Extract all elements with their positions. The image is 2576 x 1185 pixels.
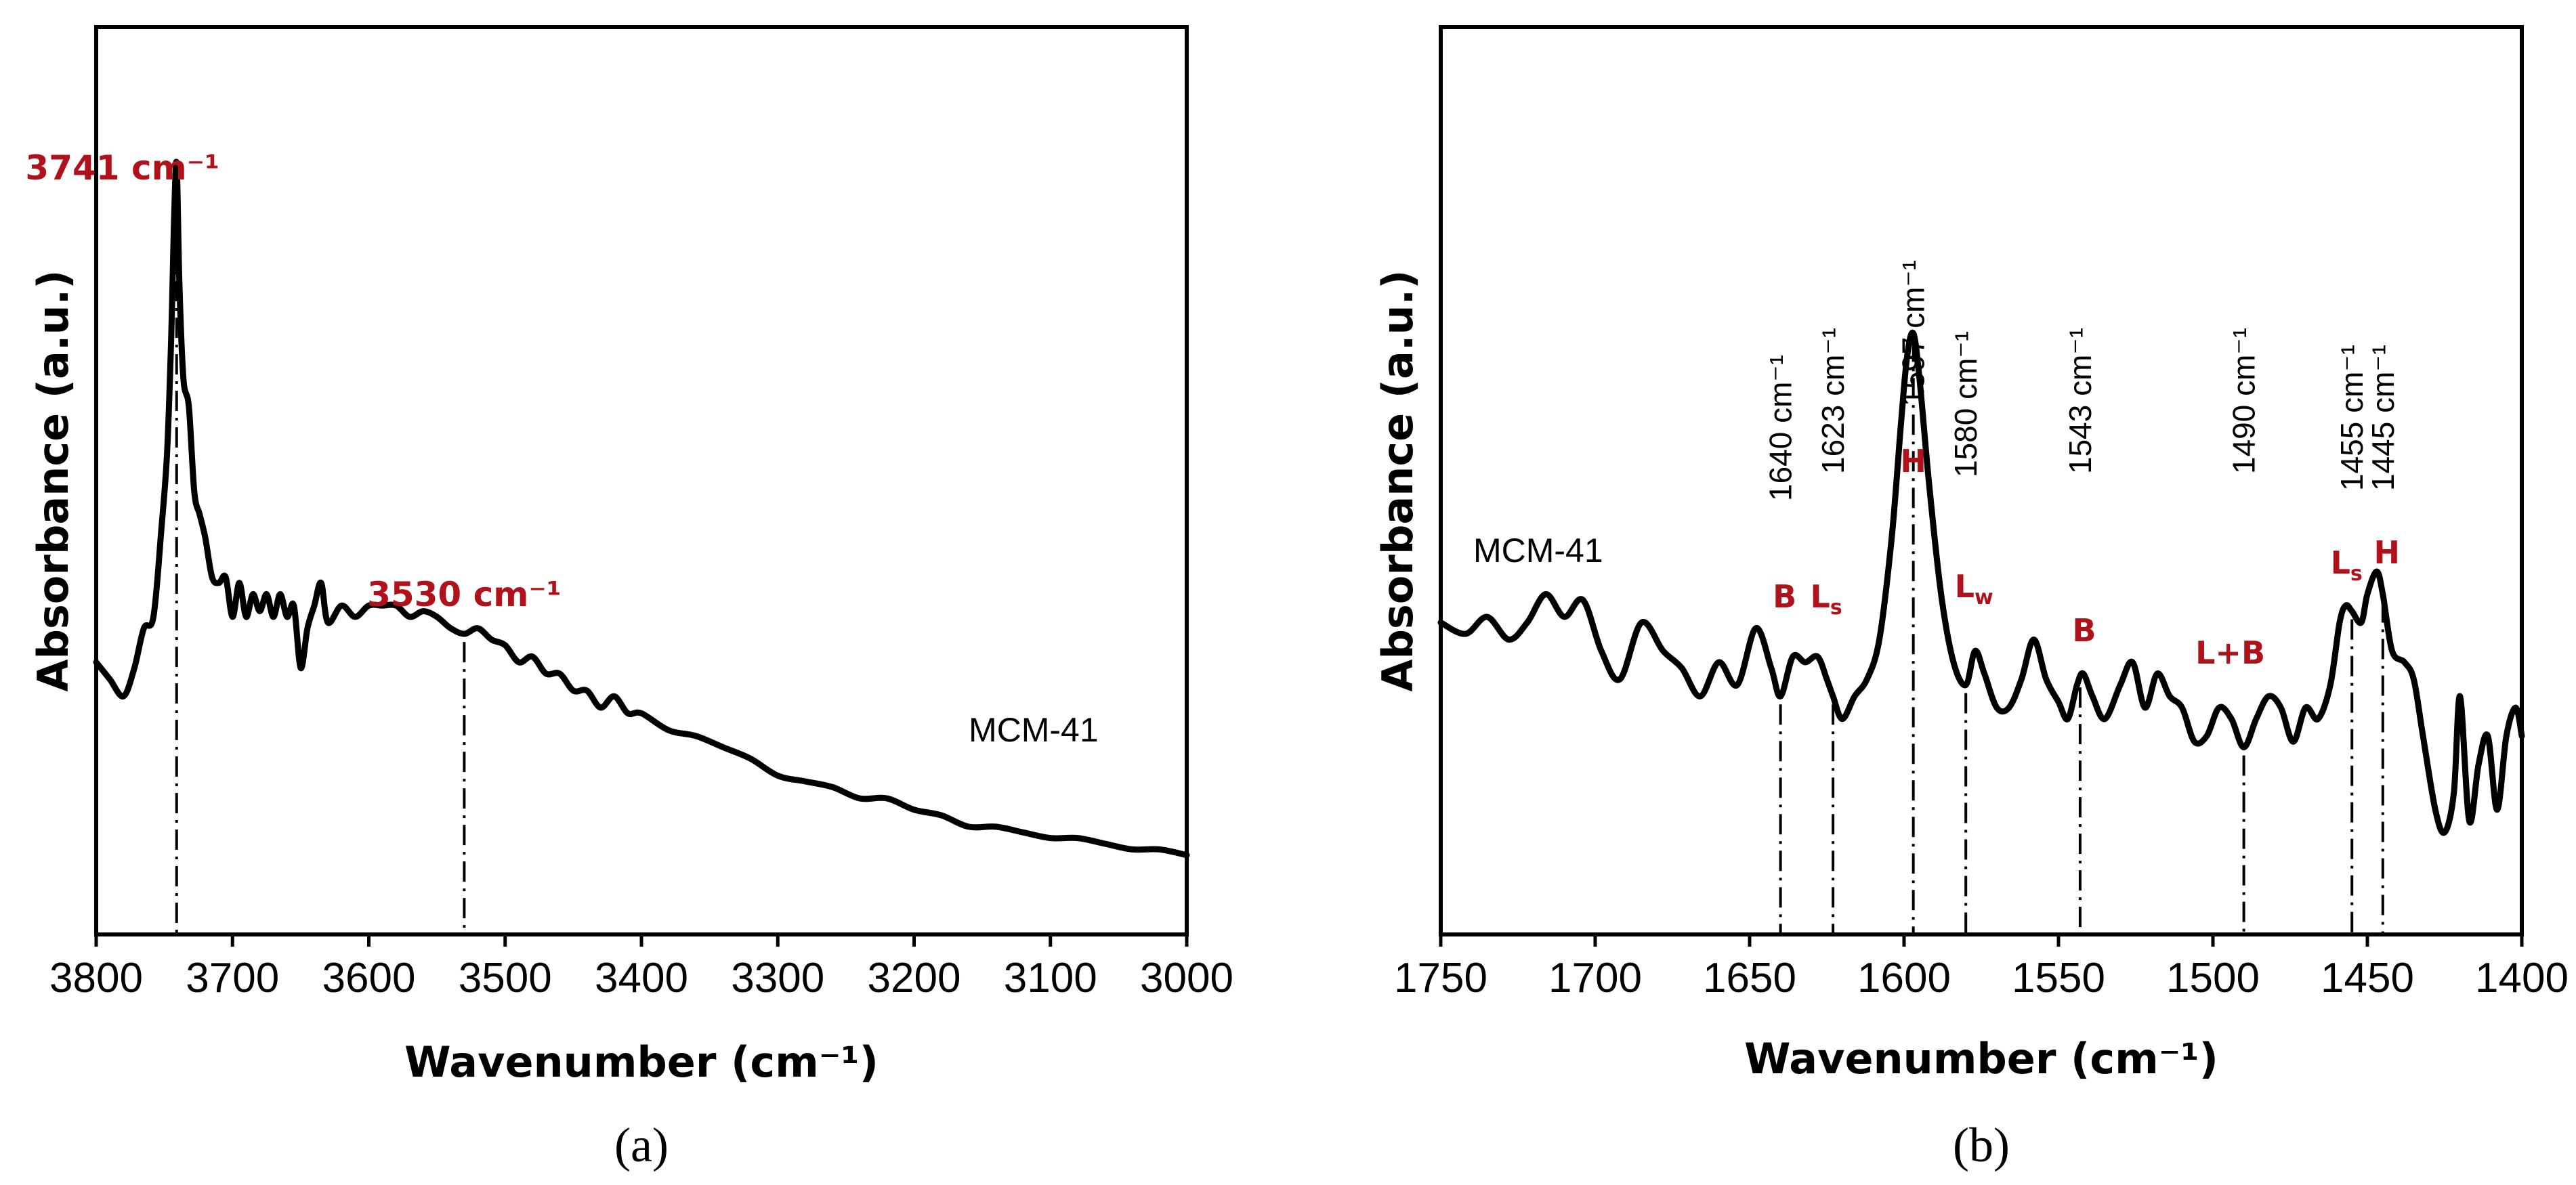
x-tick-label: 3100	[1004, 955, 1097, 1001]
peak-annotation-label: 3741 cm⁻¹	[25, 148, 219, 188]
x-tick-label: 1550	[2012, 955, 2105, 1001]
panel-a-peak-lines	[175, 171, 466, 934]
panel-a-x-ticks	[94, 934, 1189, 947]
panel-b-label: (b)	[1953, 1118, 2010, 1172]
x-tick-label: 1400	[2475, 955, 2569, 1001]
panel-a-series-label: MCM-41	[969, 711, 1099, 749]
panel-b-chart: 1750 1700 1650 1600 1550 1500 1450 1400 1640 cm…	[1373, 25, 2569, 1172]
panel-b-assignment-labels: B Ls H Lw B L+B Ls H	[1773, 443, 2400, 671]
panel-a-plot-frame	[94, 25, 1189, 936]
peak-wavenumber-label: 1597 cm⁻¹	[1896, 260, 1931, 406]
site-assignment-label: B	[2072, 612, 2096, 649]
x-tick-label: 3000	[1140, 955, 1233, 1001]
x-tick-label: 3200	[868, 955, 961, 1001]
site-assignment-label: L+B	[2195, 634, 2265, 671]
site-assignment-label: B	[1773, 578, 1796, 615]
panel-b-peak-lines	[1779, 341, 2384, 934]
panel-b-x-tick-labels: 1750 1700 1650 1600 1550 1500 1450 1400	[1394, 955, 2569, 1001]
panel-a-label: (a)	[614, 1118, 669, 1172]
x-tick-label: 1700	[1548, 955, 1642, 1001]
panel-b-series-label: MCM-41	[1473, 532, 1603, 569]
peak-annotation-label: 3530 cm⁻¹	[367, 575, 562, 614]
x-tick-label: 1450	[2321, 955, 2414, 1001]
site-assignment-label: Lw	[1955, 568, 1993, 609]
x-tick-label: 1650	[1703, 955, 1796, 1001]
site-assignment-label: Ls	[1811, 578, 1842, 620]
panel-a-spectrum-line	[93, 158, 1190, 859]
x-tick-label: 1500	[2166, 955, 2260, 1001]
peak-wavenumber-label: 1543 cm⁻¹	[2063, 328, 2098, 474]
site-assignment-label: H	[1900, 443, 1926, 479]
peak-wavenumber-label: 1455 cm⁻¹	[2334, 345, 2369, 491]
panel-b-x-axis-label: Wavenumber (cm⁻¹)	[1744, 1034, 2218, 1083]
x-tick-label: 3700	[186, 955, 279, 1001]
x-tick-label: 3800	[49, 955, 143, 1001]
x-tick-label: 1600	[1857, 955, 1951, 1001]
peak-wavenumber-label: 1640 cm⁻¹	[1763, 355, 1798, 501]
panel-a-chart: 3800 3700 3600 3500 3400 3300 3200 3100 3000 374…	[25, 25, 1233, 1172]
panel-a-annotations: 3741 cm⁻¹ 3530 cm⁻¹	[25, 148, 561, 614]
panel-b-plot-frame	[1439, 25, 2524, 936]
x-tick-label: 1750	[1394, 955, 1487, 1001]
panel-a-y-axis-label: Absorbance (a.u.)	[28, 270, 78, 692]
panel-a-x-axis-label: Wavenumber (cm⁻¹)	[404, 1037, 879, 1087]
peak-wavenumber-label: 1490 cm⁻¹	[2226, 328, 2262, 474]
panel-b-peak-labels: 1640 cm⁻¹ 1623 cm⁻¹ 1597 cm⁻¹ 1580 cm⁻¹ 1543…	[1763, 260, 2401, 501]
x-tick-label: 3600	[322, 955, 416, 1001]
panel-b-x-ticks	[1439, 934, 2524, 947]
panel-b-spectrum-line	[1437, 329, 2525, 836]
site-assignment-label: H	[2374, 534, 2401, 571]
panel-a-x-tick-labels: 3800 3700 3600 3500 3400 3300 3200 3100 3000	[49, 955, 1233, 1001]
peak-wavenumber-label: 1623 cm⁻¹	[1815, 328, 1851, 474]
site-assignment-label: Ls	[2331, 544, 2363, 586]
panel-b-y-axis-label: Absorbance (a.u.)	[1373, 270, 1422, 692]
peak-wavenumber-label: 1445 cm⁻¹	[2365, 345, 2401, 491]
x-tick-label: 3400	[595, 955, 688, 1001]
peak-wavenumber-label: 1580 cm⁻¹	[1948, 331, 1983, 477]
x-tick-label: 3300	[731, 955, 824, 1001]
x-tick-label: 3500	[459, 955, 552, 1001]
